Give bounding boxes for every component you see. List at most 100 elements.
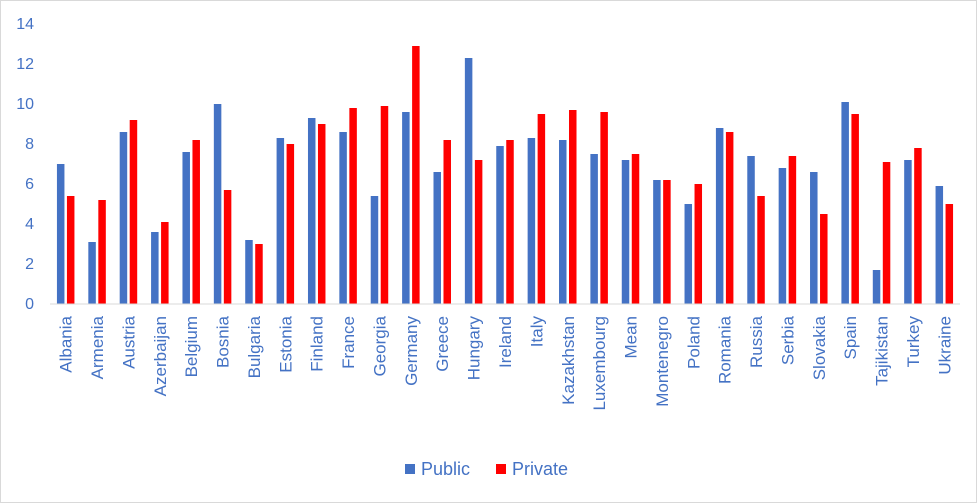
bar-private-finland — [317, 124, 326, 304]
x-category-label: Germany — [402, 316, 421, 386]
bar-public-greece — [433, 172, 441, 304]
x-category-label: Romania — [716, 315, 735, 384]
bar-private-ukraine — [945, 204, 954, 304]
x-category-label: Georgia — [370, 315, 389, 376]
bar-public-tajikistan — [872, 270, 881, 304]
bar-public-italy — [527, 138, 536, 304]
bar-public-bulgaria — [245, 240, 253, 304]
x-category-label: Luxembourg — [590, 316, 609, 411]
bar-private-georgia — [380, 106, 389, 304]
legend-label-public: Public — [421, 459, 470, 479]
x-category-label: Spain — [841, 316, 860, 359]
bar-public-france — [339, 132, 347, 304]
x-category-label: Kazakhstan — [559, 316, 578, 405]
bar-public-estonia — [276, 138, 285, 304]
x-axis-labels: Albania Armenia Austria Azerbaijan Belgium Bo… — [57, 315, 955, 410]
bar-private-turkey — [914, 148, 922, 304]
y-tick-label: 12 — [16, 56, 34, 73]
bar-private-france — [349, 108, 357, 304]
bar-private-slovakia — [820, 214, 828, 304]
bars — [56, 46, 954, 304]
y-tick-label: 4 — [25, 216, 34, 233]
y-tick-label: 10 — [16, 96, 34, 113]
bar-public-turkey — [904, 160, 912, 304]
bar-private-romania — [725, 132, 734, 304]
bar-private-serbia — [788, 156, 797, 304]
y-axis-labels: 0 2 4 6 8 10 12 14 — [16, 16, 34, 313]
bar-public-ukraine — [935, 186, 944, 304]
bar-private-austria — [129, 120, 138, 304]
bar-public-belgium — [182, 152, 190, 304]
y-tick-label: 6 — [25, 176, 34, 193]
x-category-label: Mean — [622, 316, 641, 359]
x-category-label: Greece — [433, 316, 452, 372]
bar-public-slovakia — [810, 172, 818, 304]
bar-public-romania — [715, 128, 724, 304]
bar-private-armenia — [98, 200, 106, 304]
x-category-label: Ireland — [496, 316, 515, 368]
x-category-label: Finland — [308, 316, 327, 372]
x-category-label: Turkey — [904, 316, 923, 368]
bar-private-tajikistan — [882, 162, 891, 304]
bar-public-montenegro — [653, 180, 661, 304]
bar-public-hungary — [464, 58, 473, 304]
bar-public-azerbaijan — [151, 232, 159, 304]
bar-private-italy — [537, 114, 546, 304]
x-category-label: Hungary — [465, 316, 484, 381]
bar-public-germany — [402, 112, 410, 304]
x-category-label: Azerbaijan — [151, 316, 170, 396]
y-tick-label: 2 — [25, 256, 34, 273]
bar-public-bosnia — [213, 104, 222, 304]
bar-private-russia — [757, 196, 765, 304]
bar-private-bosnia — [223, 190, 232, 304]
x-category-label: Slovakia — [810, 315, 829, 380]
y-tick-label: 8 — [25, 136, 34, 153]
bar-public-poland — [684, 204, 693, 304]
x-category-label: Bosnia — [214, 315, 233, 368]
x-category-label: France — [339, 316, 358, 369]
x-category-label: Austria — [119, 315, 138, 368]
x-category-label: Ukraine — [935, 316, 954, 375]
bar-private-azerbaijan — [161, 222, 169, 304]
x-category-label: Armenia — [88, 315, 107, 379]
bar-private-mean — [631, 154, 640, 304]
x-category-label: Albania — [57, 315, 76, 372]
y-tick-label: 0 — [25, 296, 34, 313]
x-category-label: Serbia — [778, 315, 797, 365]
x-category-label: Bulgaria — [245, 315, 264, 378]
bar-public-armenia — [88, 242, 96, 304]
bar-public-ireland — [496, 146, 504, 304]
legend-swatch-public — [405, 464, 415, 474]
x-category-label: Montenegro — [653, 316, 672, 407]
x-category-label: Italy — [527, 316, 546, 348]
bar-private-ireland — [506, 140, 514, 304]
x-category-label: Belgium — [182, 316, 201, 377]
bar-public-serbia — [778, 168, 787, 304]
bar-public-finland — [307, 118, 316, 304]
bar-private-belgium — [192, 140, 200, 304]
y-tick-label: 14 — [16, 16, 34, 33]
bar-private-germany — [412, 46, 420, 304]
x-category-label: Tajikistan — [873, 316, 892, 386]
x-category-label: Russia — [747, 315, 766, 368]
bar-public-albania — [56, 164, 65, 304]
bar-public-russia — [747, 156, 755, 304]
bar-private-greece — [443, 140, 451, 304]
bar-private-montenegro — [663, 180, 671, 304]
bar-private-poland — [694, 184, 703, 304]
x-category-label: Estonia — [276, 315, 295, 372]
bar-private-hungary — [474, 160, 483, 304]
bar-private-estonia — [286, 144, 295, 304]
bar-public-austria — [119, 132, 128, 304]
legend-swatch-private — [496, 464, 506, 474]
bar-private-kazakhstan — [569, 110, 577, 304]
bar-public-luxembourg — [590, 154, 598, 304]
bar-private-bulgaria — [255, 244, 263, 304]
bar-public-spain — [841, 102, 849, 304]
bar-private-spain — [851, 114, 859, 304]
bar-public-kazakhstan — [559, 140, 567, 304]
x-category-label: Poland — [684, 316, 703, 369]
legend: Public Private — [405, 459, 568, 479]
legend-label-private: Private — [512, 459, 568, 479]
